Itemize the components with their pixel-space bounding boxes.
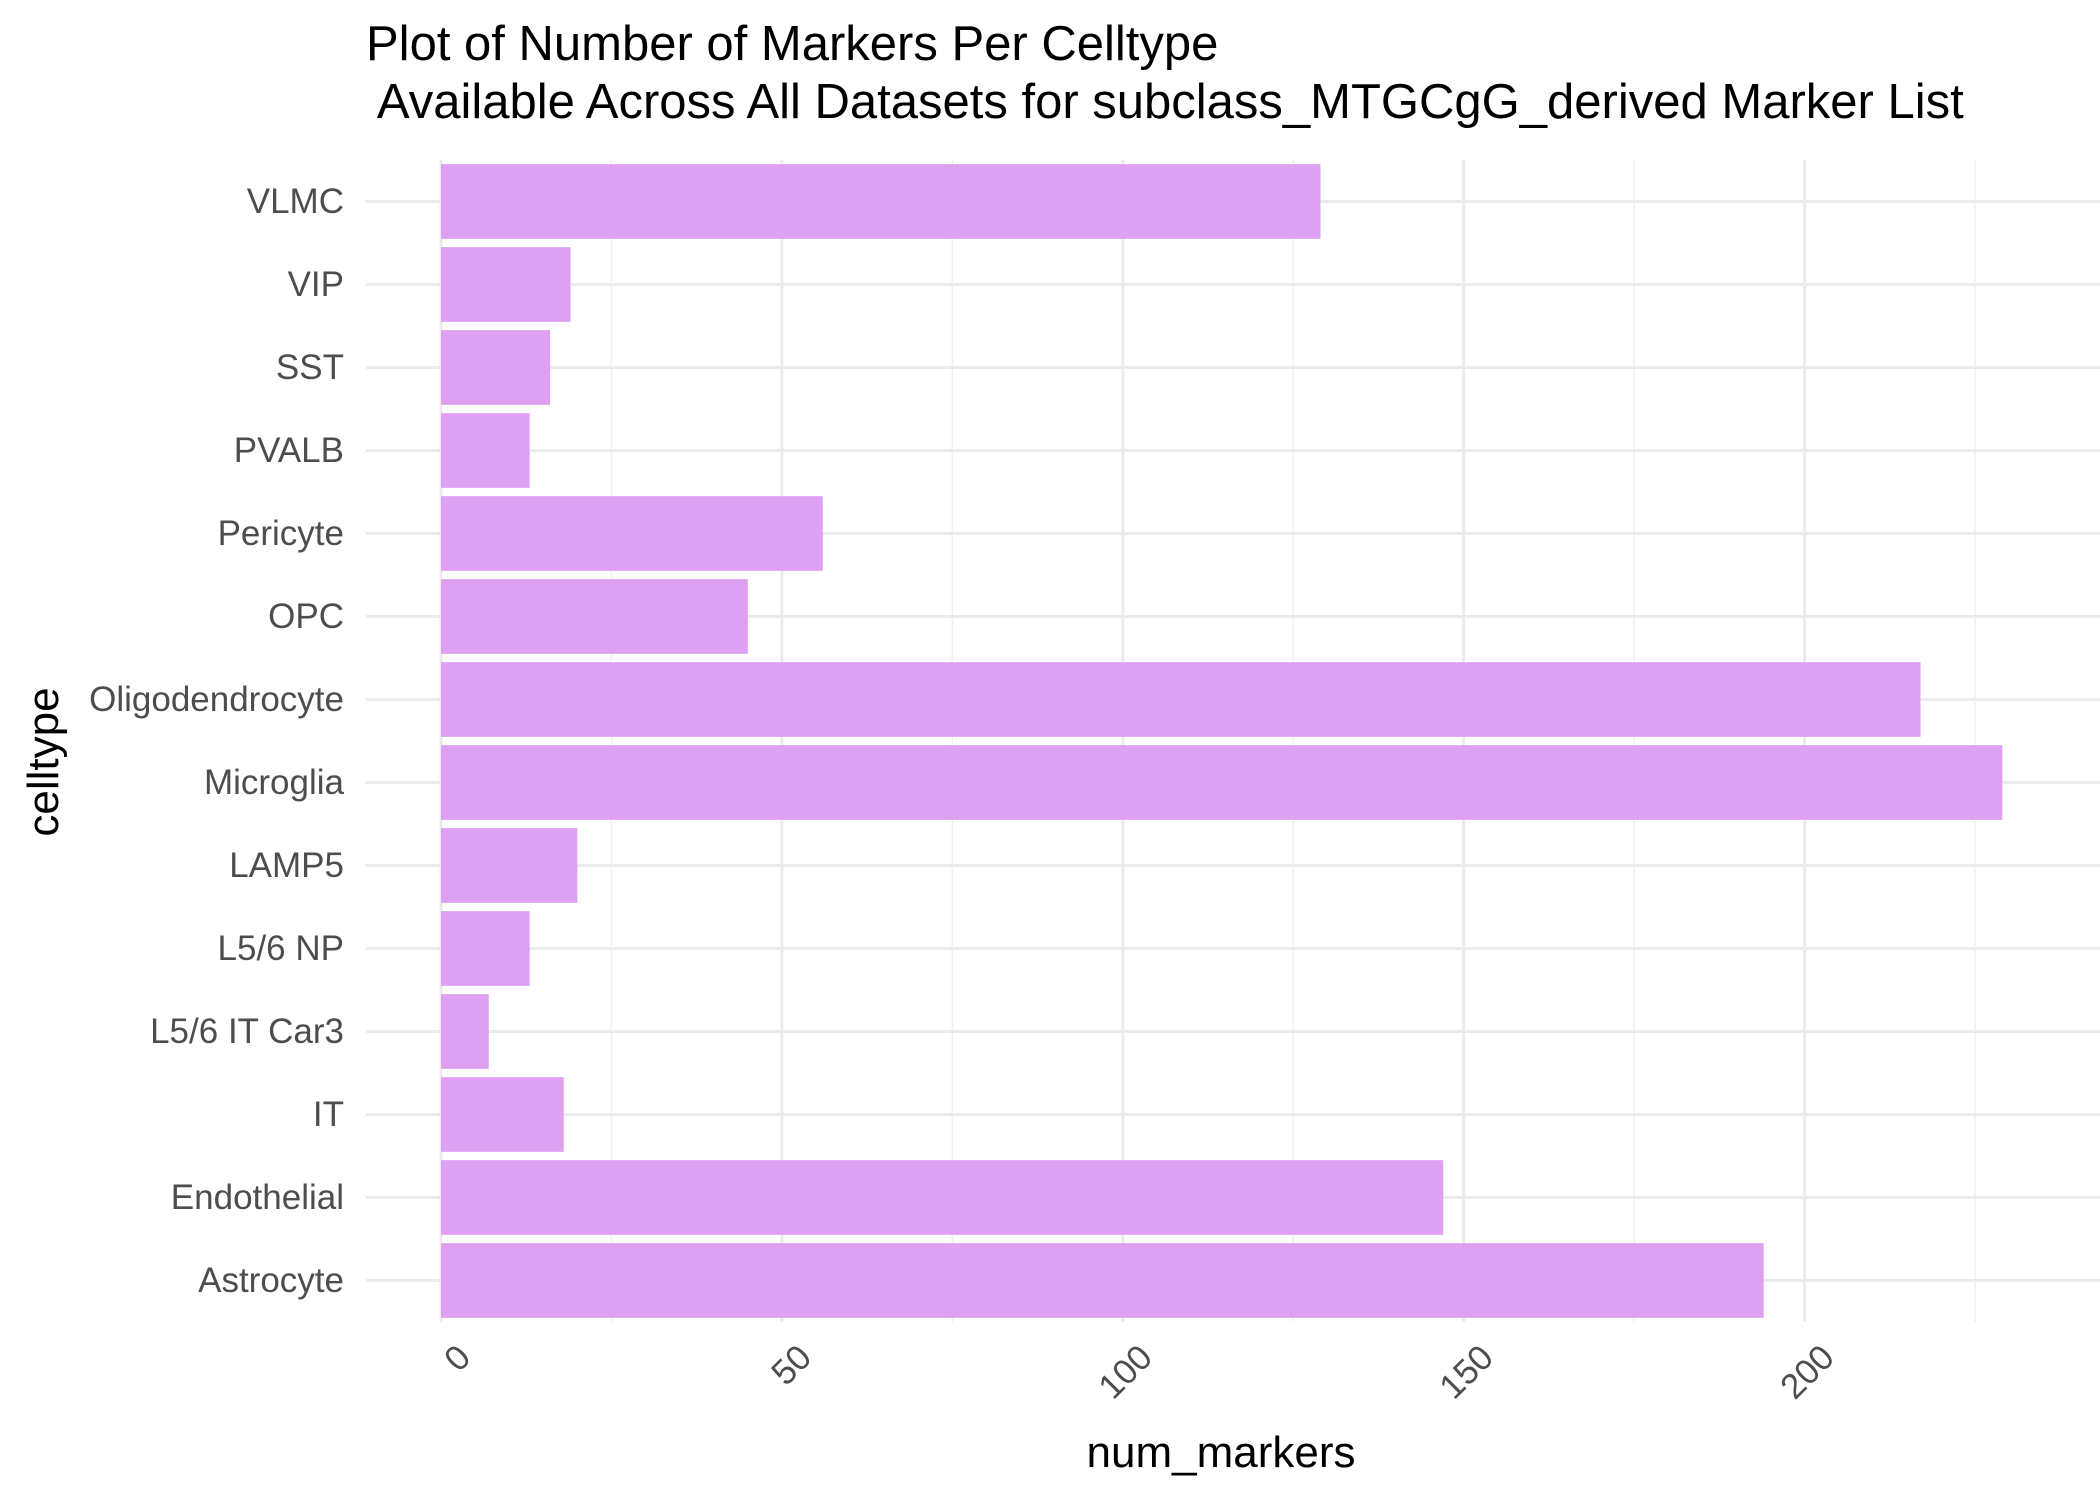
y-tick-label: Microglia [204,763,345,802]
bars [441,164,2003,1318]
bar [441,1160,1444,1235]
y-tick-label: LAMP5 [229,846,344,885]
bar [441,164,1321,239]
bar [441,1243,1764,1318]
y-tick-label: Oligodendrocyte [89,680,344,719]
chart-title-line-2: Available Across All Datasets for subcla… [366,75,1964,129]
y-tick-label: VLMC [247,182,344,221]
y-tick-label: L5/6 NP [218,929,344,968]
bar [441,413,530,488]
y-tick-label: Endothelial [171,1178,344,1217]
x-axis-title: num_markers [1087,1428,1356,1477]
bar [441,1077,564,1152]
bar [441,579,748,654]
bar [441,911,530,986]
y-tick-label: Pericyte [218,514,344,553]
y-tick-label: PVALB [234,431,344,470]
y-tick-label: IT [313,1095,344,1134]
y-tick-label: SST [276,348,344,387]
y-tick-label: Astrocyte [198,1261,344,1300]
bar [441,247,571,322]
chart-title-line-1: Plot of Number of Markers Per Celltype [366,17,1218,71]
bar [441,662,1921,737]
y-tick-labels: Astrocyte Endothelial IT L5/6 IT Car3 L5/6 N… [89,182,344,1300]
bar [441,994,489,1069]
bar [441,496,823,571]
y-tick-label: OPC [268,597,344,636]
y-axis-title: celltype [19,687,68,836]
bar [441,745,2003,820]
bar [441,828,578,903]
bar [441,330,551,405]
y-tick-label: VIP [288,265,344,304]
y-tick-label: L5/6 IT Car3 [150,1012,344,1051]
